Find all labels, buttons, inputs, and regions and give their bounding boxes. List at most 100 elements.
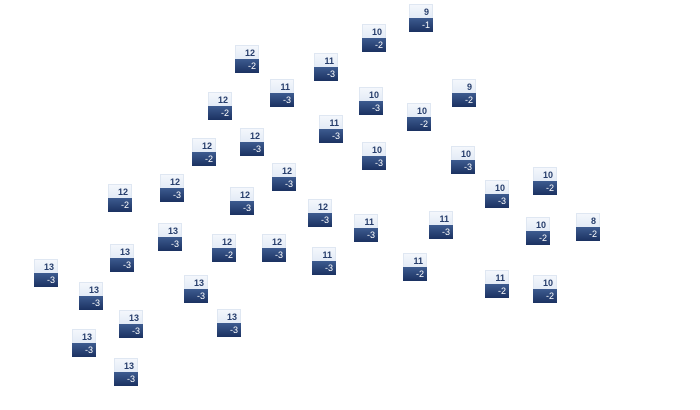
label-bottom-value: -2 [108, 198, 132, 212]
value-label: 13 -3 [72, 329, 96, 357]
label-bottom-value: -3 [240, 142, 264, 156]
label-bottom-value: -3 [119, 324, 143, 338]
label-bottom-value: -3 [72, 343, 96, 357]
label-bottom-value: -2 [452, 93, 476, 107]
label-top-value: 11 [403, 253, 427, 267]
label-bottom-value: -2 [192, 152, 216, 166]
label-bottom-value: -2 [212, 248, 236, 262]
label-bottom-value: -2 [403, 267, 427, 281]
label-top-value: 10 [362, 24, 386, 38]
label-top-value: 12 [108, 184, 132, 198]
label-top-value: 12 [235, 45, 259, 59]
label-bottom-value: -3 [308, 213, 332, 227]
value-label: 13 -3 [34, 259, 58, 287]
value-label: 9 -2 [452, 79, 476, 107]
label-bottom-value: -3 [362, 156, 386, 170]
label-top-value: 11 [319, 115, 343, 129]
label-top-value: 13 [217, 309, 241, 323]
label-top-value: 10 [526, 217, 550, 231]
label-bottom-value: -2 [407, 117, 431, 131]
label-top-value: 11 [314, 53, 338, 67]
label-bottom-value: -3 [160, 188, 184, 202]
value-label: 12 -3 [240, 128, 264, 156]
label-bottom-value: -3 [110, 258, 134, 272]
label-top-value: 12 [308, 199, 332, 213]
label-bottom-value: -1 [409, 18, 433, 32]
value-label: 12 -3 [308, 199, 332, 227]
value-label: 13 -3 [184, 275, 208, 303]
label-bottom-value: -3 [359, 101, 383, 115]
value-label: 12 -3 [160, 174, 184, 202]
value-label: 11 -3 [354, 214, 378, 242]
value-label: 13 -3 [217, 309, 241, 337]
label-top-value: 10 [533, 275, 557, 289]
value-label: 12 -2 [212, 234, 236, 262]
label-top-value: 10 [362, 142, 386, 156]
label-bottom-value: -2 [533, 181, 557, 195]
value-label: 12 -2 [208, 92, 232, 120]
label-bottom-value: -3 [312, 261, 336, 275]
value-label: 11 -3 [270, 79, 294, 107]
label-bottom-value: -2 [576, 227, 600, 241]
label-bottom-value: -3 [429, 225, 453, 239]
label-top-value: 12 [208, 92, 232, 106]
label-bottom-value: -3 [79, 296, 103, 310]
label-bottom-value: -3 [262, 248, 286, 262]
label-top-value: 12 [230, 187, 254, 201]
label-top-value: 10 [485, 180, 509, 194]
value-label: 10 -2 [362, 24, 386, 52]
label-bottom-value: -3 [319, 129, 343, 143]
label-bottom-value: -3 [354, 228, 378, 242]
label-top-value: 12 [160, 174, 184, 188]
value-label: 11 -2 [485, 270, 509, 298]
label-top-value: 13 [34, 259, 58, 273]
label-top-value: 10 [359, 87, 383, 101]
label-bottom-value: -2 [208, 106, 232, 120]
label-top-value: 12 [212, 234, 236, 248]
value-label: 10 -2 [533, 167, 557, 195]
label-bottom-value: -2 [485, 284, 509, 298]
label-bottom-value: -3 [158, 237, 182, 251]
label-top-value: 11 [429, 211, 453, 225]
value-label: 13 -3 [114, 358, 138, 386]
label-bottom-value: -2 [526, 231, 550, 245]
label-top-value: 9 [452, 79, 476, 93]
value-label: 11 -3 [429, 211, 453, 239]
label-top-value: 13 [119, 310, 143, 324]
value-label: 12 -3 [230, 187, 254, 215]
label-top-value: 13 [72, 329, 96, 343]
label-bottom-value: -2 [362, 38, 386, 52]
label-bottom-value: -3 [230, 201, 254, 215]
value-label: 10 -3 [359, 87, 383, 115]
value-label: 12 -3 [262, 234, 286, 262]
label-bottom-value: -3 [184, 289, 208, 303]
label-bottom-value: -3 [217, 323, 241, 337]
label-top-value: 12 [272, 163, 296, 177]
label-top-value: 11 [485, 270, 509, 284]
label-bottom-value: -3 [451, 160, 475, 174]
label-bottom-value: -3 [485, 194, 509, 208]
label-top-value: 12 [262, 234, 286, 248]
label-top-value: 12 [240, 128, 264, 142]
value-label: 10 -2 [526, 217, 550, 245]
value-label: 8 -2 [576, 213, 600, 241]
value-label: 11 -2 [403, 253, 427, 281]
label-top-value: 10 [451, 146, 475, 160]
value-label: 13 -3 [119, 310, 143, 338]
value-label: 13 -3 [79, 282, 103, 310]
label-top-value: 13 [79, 282, 103, 296]
label-top-value: 11 [312, 247, 336, 261]
label-top-value: 10 [407, 103, 431, 117]
label-bottom-value: -3 [314, 67, 338, 81]
label-bottom-value: -2 [235, 59, 259, 73]
label-top-value: 13 [110, 244, 134, 258]
label-top-value: 11 [270, 79, 294, 93]
label-bottom-value: -2 [533, 289, 557, 303]
label-bottom-value: -3 [272, 177, 296, 191]
label-bottom-value: -3 [270, 93, 294, 107]
value-label: 10 -3 [362, 142, 386, 170]
value-label: 9 -1 [409, 4, 433, 32]
value-label: 10 -3 [485, 180, 509, 208]
label-top-value: 12 [192, 138, 216, 152]
